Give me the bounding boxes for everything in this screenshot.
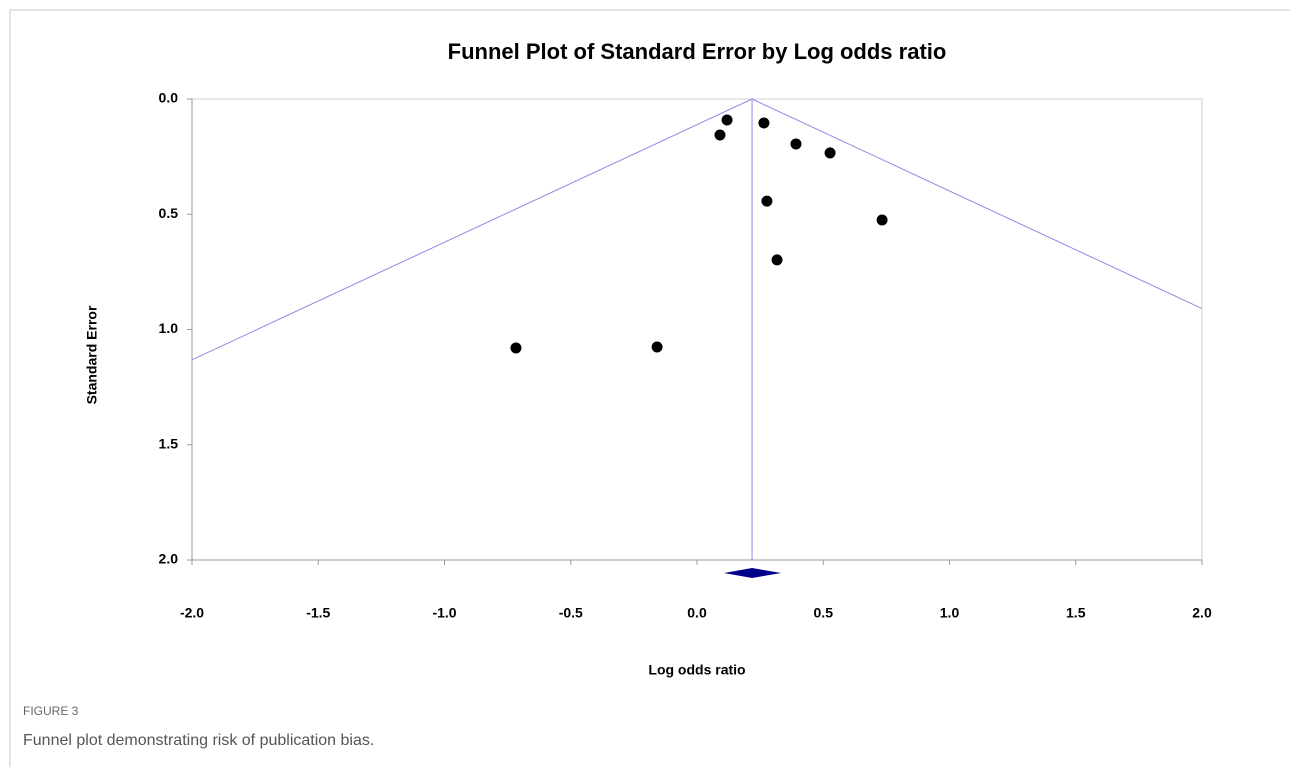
- study-point: [824, 147, 836, 159]
- x-tick-label: -1.0: [432, 605, 456, 621]
- y-axis-label: Standard Error: [84, 305, 100, 404]
- x-tick-label: -0.5: [559, 605, 583, 621]
- study-point: [714, 129, 726, 141]
- y-tick-label: 1.5: [159, 435, 179, 451]
- funnel-line: [751, 98, 1203, 310]
- study-point: [761, 195, 773, 207]
- x-tick-label: -2.0: [180, 605, 204, 621]
- study-point: [771, 254, 783, 266]
- study-point: [758, 117, 770, 129]
- funnel-line: [191, 98, 753, 361]
- study-point: [721, 114, 733, 126]
- chart-title: Funnel Plot of Standard Error by Log odd…: [448, 39, 947, 64]
- pooled-diamond: [724, 568, 782, 578]
- y-tick-label: 2.0: [159, 551, 179, 567]
- plot-area: [191, 98, 1203, 561]
- caption-text: Funnel plot demonstrating risk of public…: [23, 732, 374, 749]
- x-tick-label: -1.5: [306, 605, 330, 621]
- study-point: [790, 138, 802, 150]
- x-tick-label: 0.0: [687, 605, 707, 621]
- y-tick-label: 0.5: [159, 205, 179, 221]
- x-tick-label: 2.0: [1192, 605, 1212, 621]
- x-tick-label: 1.5: [1066, 605, 1086, 621]
- x-tick-label: 1.0: [940, 605, 960, 621]
- x-axis-label: Log odds ratio: [648, 662, 745, 678]
- study-point: [510, 342, 522, 354]
- y-tick-label: 1.0: [159, 320, 179, 336]
- study-point: [876, 214, 888, 226]
- study-point: [651, 341, 663, 353]
- caption-label: FIGURE 3: [23, 704, 79, 718]
- x-tick-label: 0.5: [814, 605, 834, 621]
- y-tick-label: 0.0: [159, 90, 179, 106]
- figure-frame: [9, 9, 1290, 767]
